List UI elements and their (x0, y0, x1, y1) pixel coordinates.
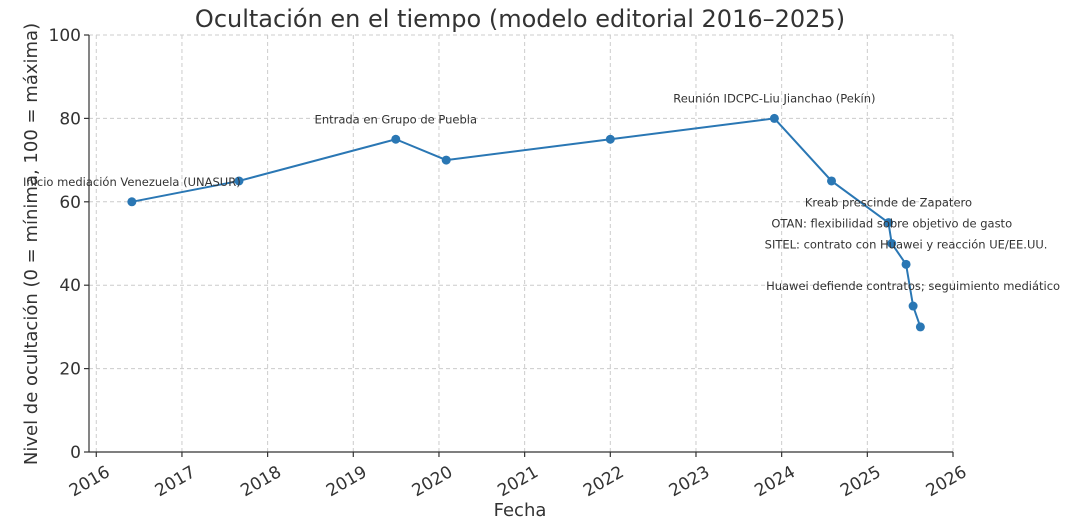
annotation-label: Kreab prescinde de Zapatero (805, 196, 972, 210)
series (127, 113, 925, 332)
y-axis-label: Nivel de ocultación (0 = mínima, 100 = m… (21, 23, 42, 465)
x-tick-label: 2024 (751, 462, 798, 501)
y-tick-label: 100 (49, 26, 81, 46)
x-tick-label: 2016 (66, 462, 113, 501)
y-tick-label: 60 (59, 193, 81, 213)
annotation-label: SITEL: contrato con Huawei y reacción UE… (765, 237, 1048, 251)
data-point (883, 218, 893, 228)
annotation-label: Entrada en Grupo de Puebla (315, 112, 477, 126)
data-point (908, 301, 918, 311)
annotation-label: Huawei defiende contratos; seguimiento m… (766, 279, 1060, 293)
x-tick-label: 2025 (837, 462, 884, 501)
x-tick-label: 2017 (152, 462, 199, 501)
x-tick-label: 2023 (666, 462, 713, 501)
data-point (901, 259, 911, 269)
annotation-label: Inicio mediación Venezuela (UNASUR) (23, 175, 241, 189)
y-tick-label: 20 (59, 360, 81, 380)
annotation-label: Reunión IDCPC-Liu Jianchao (Pekín) (673, 91, 875, 105)
axes (84, 34, 954, 457)
x-tick-label: 2022 (580, 462, 627, 501)
data-point (887, 239, 897, 248)
x-tick-label: 2021 (494, 462, 541, 501)
y-tick-label: 0 (70, 443, 81, 463)
data-point (441, 155, 451, 165)
x-tick-label: 2026 (923, 462, 970, 501)
y-tick-label: 40 (59, 276, 81, 296)
data-point (127, 197, 137, 207)
chart-title: Ocultación en el tiempo (modelo editoria… (195, 5, 845, 33)
data-point (391, 134, 401, 144)
annotation-label: OTAN: flexibilidad sobre objetivo de gas… (771, 217, 1012, 231)
series-line (131, 117, 922, 328)
data-point (605, 134, 615, 144)
y-tick-label: 80 (59, 109, 81, 129)
x-axis-label: Fecha (494, 500, 547, 521)
x-tick-label: 2019 (323, 462, 370, 501)
data-point (769, 113, 779, 123)
data-point (915, 322, 925, 332)
x-tick-label: 2018 (237, 462, 284, 501)
data-point (827, 176, 837, 186)
x-tick-label: 2020 (409, 462, 456, 501)
annotations: Inicio mediación Venezuela (UNASUR) Entra… (23, 91, 1060, 293)
data-point (234, 176, 244, 186)
